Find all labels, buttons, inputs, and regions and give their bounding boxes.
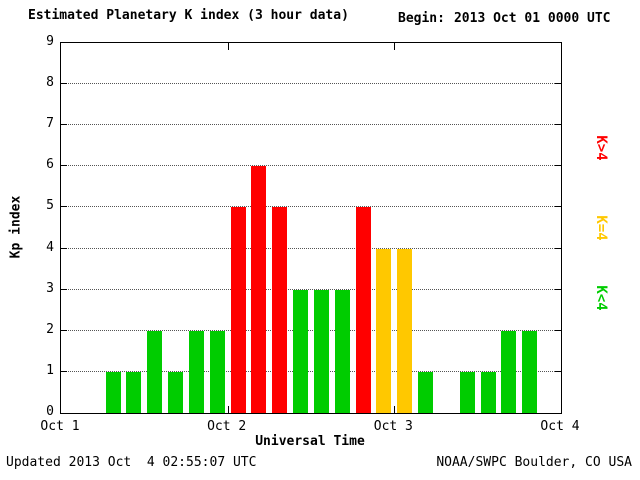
kp-bar (126, 371, 142, 413)
chart-title: Estimated Planetary K index (3 hour data… (28, 8, 349, 23)
x-tick (227, 406, 229, 413)
kp-bar (147, 330, 163, 413)
y-tick (555, 288, 561, 290)
kp-bar (251, 166, 267, 413)
source-attribution: NOAA/SWPC Boulder, CO USA (436, 455, 632, 470)
x-tick-label: Oct 4 (540, 419, 580, 434)
y-tick (61, 329, 67, 331)
kp-bar (459, 371, 475, 413)
y-tick-label: 7 (46, 116, 54, 132)
kp-bar (230, 207, 246, 413)
y-tick (61, 124, 67, 126)
kp-bar (418, 371, 434, 413)
x-tick-label: Oct 2 (207, 419, 247, 434)
kp-bar (293, 289, 309, 413)
kp-bar (355, 207, 371, 413)
y-tick (61, 288, 67, 290)
begin-time: Begin: 2013 Oct 01 0000 UTC (398, 11, 611, 26)
kp-bar (105, 371, 121, 413)
y-tick (61, 247, 67, 249)
kp-bar (188, 330, 204, 413)
y-tick (555, 370, 561, 372)
kp-bar (376, 248, 392, 413)
y-tick-label: 6 (46, 157, 54, 173)
x-axis-title: Universal Time (255, 434, 365, 449)
y-tick-label: 3 (46, 280, 54, 296)
y-tick (555, 165, 561, 167)
x-tick (394, 43, 396, 50)
x-tick (227, 43, 229, 50)
y-tick-label: 2 (46, 321, 54, 337)
y-tick (555, 247, 561, 249)
y-tick-label: 5 (46, 198, 54, 214)
y-tick-label: 4 (46, 239, 54, 255)
kp-bar (334, 289, 350, 413)
y-tick (61, 206, 67, 208)
x-tick (394, 406, 396, 413)
y-tick-label: 1 (46, 362, 54, 378)
kp-bar (272, 207, 288, 413)
x-tick-label: Oct 1 (40, 419, 80, 434)
y-tick (555, 206, 561, 208)
legend-item: K=4 (593, 215, 609, 241)
y-tick (555, 83, 561, 85)
kp-bar (522, 330, 538, 413)
kp-bar (397, 248, 413, 413)
gridline (61, 247, 561, 249)
y-tick (61, 165, 67, 167)
kp-bar (501, 330, 517, 413)
y-tick (555, 124, 561, 126)
y-tick-label: 0 (46, 404, 54, 419)
gridline (61, 165, 561, 167)
gridline (61, 83, 561, 85)
gridline (61, 370, 561, 372)
begin-value: 2013 Oct 01 0000 UTC (453, 11, 611, 26)
gridline (61, 288, 561, 290)
plot-area (60, 42, 562, 414)
y-tick (61, 83, 67, 85)
gridline (61, 124, 561, 126)
kp-bar (313, 289, 329, 413)
gridline (61, 329, 561, 331)
kp-bar (209, 330, 225, 413)
y-tick-label: 9 (46, 34, 54, 49)
x-tick-label: Oct 3 (373, 419, 413, 434)
updated-timestamp: Updated 2013 Oct 4 02:55:07 UTC (6, 455, 257, 470)
y-tick (555, 329, 561, 331)
y-tick (61, 370, 67, 372)
kp-bar (168, 371, 184, 413)
kp-bar (480, 371, 496, 413)
legend-item: K>4 (593, 135, 609, 161)
y-axis-title: Kp index (8, 195, 24, 259)
begin-label: Begin: (398, 11, 445, 26)
gridline (61, 206, 561, 208)
legend-item: K<4 (593, 285, 609, 311)
y-tick-label: 8 (46, 75, 54, 91)
